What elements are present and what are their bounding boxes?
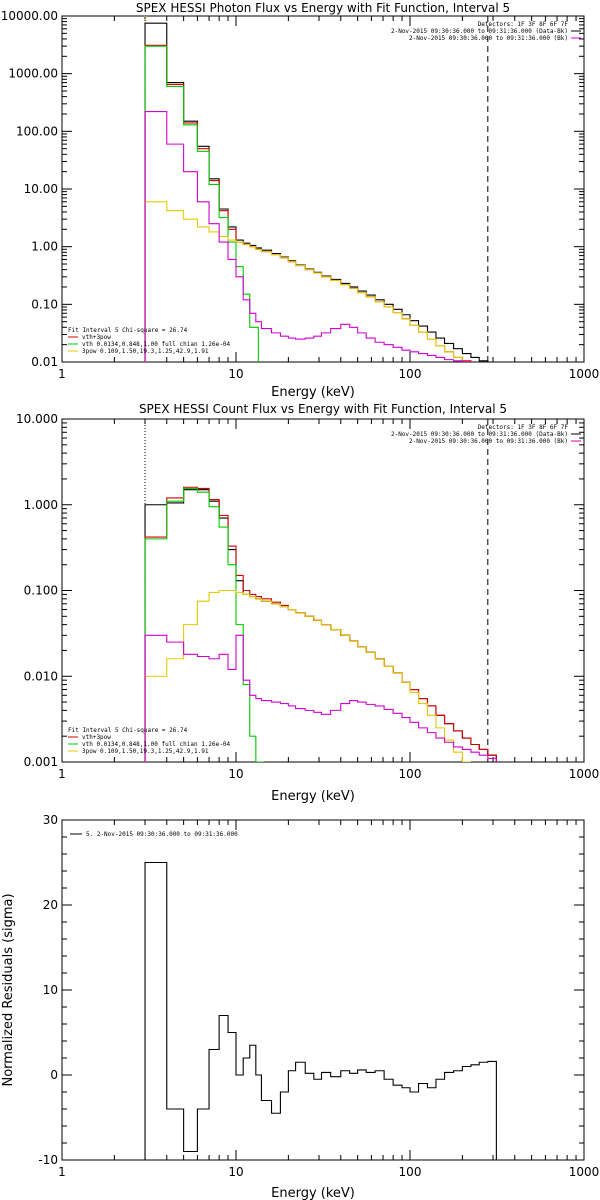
series-line-0 (144, 861, 497, 1160)
x-tick-label: 1000 (569, 767, 600, 781)
legend-entry: 5. 2-Nov-2015 09:30:36.000 to 09:31:36.0… (86, 831, 238, 838)
legend-entry: 3pow 0.109,1.50,19.3,1.25,42.9,1.91 (82, 348, 209, 355)
chart-photon: SPEX HESSI Photon Flux vs Energy with Fi… (1, 1, 600, 400)
y-tick-label: 1.000 (24, 498, 58, 512)
x-tick-label: 1 (58, 767, 66, 781)
legend-entry: Detectors: 1F 3F 8F 6F 7F (478, 21, 569, 28)
y-tick-label: 10 (43, 983, 58, 997)
y-tick-label: 0.01 (31, 355, 58, 369)
x-tick-label: 1 (58, 1165, 66, 1179)
series-group (144, 486, 497, 762)
x-tick-label: 1000 (569, 367, 600, 381)
series-line-0 (144, 489, 497, 762)
y-tick-label: 0 (50, 1068, 58, 1082)
legend-entry: Detectors: 1F 3F 8F 6F 7F (478, 424, 569, 431)
y-tick-label: 0.001 (24, 755, 58, 769)
series-line-2 (144, 487, 265, 762)
x-tick-label: 10 (228, 367, 243, 381)
y-tick-label: 0.010 (24, 669, 58, 683)
plot-frame (61, 15, 585, 363)
legend-entry: 2-Nov-2015 09:30:36.000 to 09:31:36.000 … (409, 438, 568, 445)
legend-entry: vth+3pow (82, 334, 111, 341)
legend-entry: Fit Interval 5 Chi-square = 26.74 (68, 327, 188, 334)
series-line-3 (144, 589, 471, 762)
x-tick-label: 100 (399, 767, 422, 781)
chart-title: SPEX HESSI Count Flux vs Energy with Fit… (139, 402, 507, 416)
plot-frame (61, 418, 585, 763)
y-tick-label: 10.000 (16, 412, 58, 426)
y-tick-label: 10.00 (24, 182, 58, 196)
legend-entry: 2-Nov-2015 09:30:36.000 to 09:31:36.000 … (391, 28, 568, 35)
chart-resid: Energy (keV) Normalized Residuals (sigma)… (1, 813, 599, 1200)
y-tick-label: 1.00 (31, 240, 58, 254)
y-tick-label: 10000.00 (1, 9, 58, 23)
chart-title: SPEX HESSI Photon Flux vs Energy with Fi… (136, 1, 510, 15)
y-tick-label: 0.10 (31, 297, 58, 311)
y-axis-label: Normalized Residuals (sigma) (1, 893, 16, 1086)
legend-entry: vth 0.0134,0.848,1.00 full chian 1.26e-0… (82, 341, 230, 348)
x-tick-label: 100 (399, 367, 422, 381)
y-tick-label: 20 (43, 898, 58, 912)
series-line-3 (144, 201, 471, 362)
legend-entry: 3pow 0.109,1.50,19.3,1.25,42.9,1.91 (82, 748, 209, 755)
y-tick-label: 0.100 (24, 584, 58, 598)
x-axis-label: Energy (keV) (271, 385, 355, 400)
series-line-4 (144, 634, 497, 762)
series-line-4 (144, 111, 497, 362)
series-group (144, 861, 497, 1160)
x-tick-label: 1000 (569, 1165, 600, 1179)
series-line-1 (144, 44, 497, 362)
x-axis-label: Energy (keV) (271, 1186, 355, 1200)
legend-entry: 2-Nov-2015 09:30:36.000 to 09:31:36.000 … (391, 431, 568, 438)
series-group (144, 22, 497, 362)
legend-entry: vth 0.0134,0.848,1.00 full chian 1.26e-0… (82, 741, 230, 748)
y-tick-label: 100.00 (16, 124, 58, 138)
x-tick-label: 10 (228, 1165, 243, 1179)
y-tick-label: 1000.00 (8, 67, 58, 81)
series-line-2 (144, 45, 259, 362)
x-tick-label: 100 (399, 1165, 422, 1179)
legend-entry: Fit Interval 5 Chi-square = 26.74 (68, 727, 188, 734)
x-axis-label: Energy (keV) (271, 789, 355, 804)
y-tick-label: 30 (43, 813, 58, 827)
y-tick-label: -10 (38, 1153, 58, 1167)
chart-count: SPEX HESSI Count Flux vs Energy with Fit… (16, 402, 599, 804)
x-tick-label: 10 (228, 767, 243, 781)
plot-frame (61, 819, 585, 1161)
legend-entry: vth+3pow (82, 734, 111, 741)
legend-entry: 2-Nov-2015 09:30:36.000 to 09:31:36.000 … (409, 35, 568, 42)
x-tick-label: 1 (58, 367, 66, 381)
